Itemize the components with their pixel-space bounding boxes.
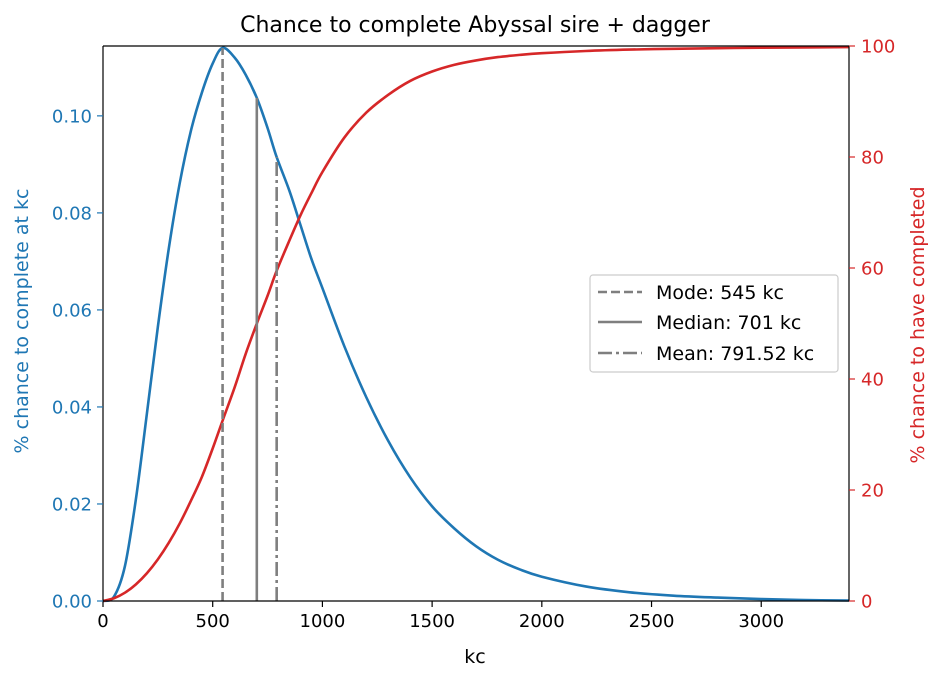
y-tick-label-left: 0.08	[52, 203, 92, 224]
legend-frame	[589, 274, 839, 373]
chart-title: Chance to complete Abyssal sire + dagger	[240, 13, 711, 38]
x-tick-label: 0	[97, 611, 108, 632]
legend-label-median: Median: 701 kc	[656, 312, 801, 334]
y-tick-label-right: 20	[861, 481, 884, 502]
y-tick-label-right: 80	[861, 148, 884, 169]
x-tick-label: 1000	[300, 611, 346, 632]
plot-area: 0 500 1000 1500 2000 2500 30000.000.020.040.06…	[52, 37, 895, 633]
x-tick-label: 3000	[738, 611, 784, 632]
legend-label-mode: Mode: 545 kc	[656, 282, 784, 304]
y-tick-label-left: 0.06	[52, 300, 92, 321]
y-tick-label-right: 0	[861, 592, 872, 613]
series-line-pdf	[102, 46, 850, 603]
legend-label-mean: Mean: 791.52 kc	[656, 343, 814, 365]
series-line-cdf	[102, 45, 850, 603]
y-axis-label-left: % chance to complete at kc	[11, 189, 33, 454]
y-tick-label-right: 100	[861, 37, 895, 58]
x-tick-label: 500	[196, 611, 230, 632]
y-tick-label-left: 0.10	[52, 106, 92, 127]
x-tick-label: 2000	[519, 611, 565, 632]
y-tick-label-left: 0.04	[52, 397, 92, 418]
y-tick-label-left: 0.00	[52, 592, 92, 613]
y-tick-label-right: 60	[861, 259, 884, 280]
x-tick-label: 1500	[409, 611, 455, 632]
y-axis-label-right: % chance to have completed	[907, 186, 929, 463]
y-tick-label-right: 40	[861, 370, 884, 391]
x-axis-label: kc	[464, 646, 485, 668]
y-tick-label-left: 0.02	[52, 494, 92, 515]
x-tick-label: 2500	[629, 611, 675, 632]
legend: Mode: 545 kc Median: 701 kc Mean: 791.52…	[589, 274, 839, 373]
